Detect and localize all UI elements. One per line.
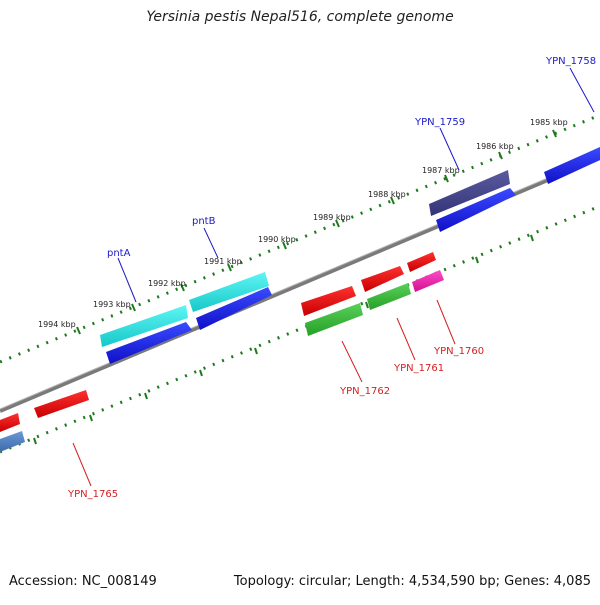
- gene-label-pntb[interactable]: pntB: [192, 216, 216, 227]
- leader-ypn-1759: [439, 127, 460, 171]
- leader-pntb: [203, 227, 219, 259]
- leader-pnta: [117, 257, 137, 303]
- tick-label: 1994 kbp: [38, 320, 76, 329]
- leader-ypn-1765: [72, 442, 92, 487]
- genome-summary: Topology: circular; Length: 4,534,590 bp…: [233, 574, 591, 589]
- tick-label: 1986 kbp: [476, 142, 514, 151]
- inner-tick-ring: [0, 204, 600, 454]
- cds-arrow-left[interactable]: [0, 431, 25, 452]
- cds-arrow-pntb[interactable]: [196, 287, 272, 330]
- gene-labels: YPN_1758 YPN_1759 pntB pntA YPN_1760 YPN…: [67, 56, 596, 500]
- gene-label-ypn-1758[interactable]: YPN_1758: [545, 56, 596, 67]
- cds-arrow-pnta[interactable]: [106, 322, 192, 364]
- gene-label-ypn-1759[interactable]: YPN_1759: [414, 117, 465, 128]
- reverse-gene-track: [0, 252, 444, 432]
- forward-gene-track: [100, 170, 510, 347]
- tick-label: 1991 kbp: [204, 257, 242, 266]
- forward-cds-track: [0, 147, 600, 452]
- gene-arrow-ypn-1759[interactable]: [429, 170, 510, 216]
- cds-arrow-ypn-1760[interactable]: [412, 270, 444, 292]
- leader-ypn-1762: [341, 340, 363, 383]
- leader-ypn-1758: [569, 67, 595, 113]
- cds-arrow-ypn-1761[interactable]: [367, 283, 411, 310]
- tick-label: 1988 kbp: [368, 190, 406, 199]
- tick-label: 1993 kbp: [93, 300, 131, 309]
- cds-arrow-ypn-1758[interactable]: [544, 147, 600, 184]
- tick-label: 1990 kbp: [258, 235, 296, 244]
- cds-arrow-ypn-1759[interactable]: [436, 188, 516, 232]
- gene-label-ypn-1762[interactable]: YPN_1762: [339, 386, 390, 397]
- gene-arrow-ypn-1765[interactable]: [34, 390, 89, 418]
- outer-major-ticks: [76, 129, 557, 335]
- gene-arrow-ypn-1761[interactable]: [361, 266, 404, 292]
- gene-arrow-pntb[interactable]: [189, 272, 269, 312]
- tick-labels: 1985 kbp 1986 kbp 1987 kbp 1988 kbp 1989…: [38, 118, 568, 329]
- leader-ypn-1761: [396, 317, 416, 361]
- gene-label-ypn-1761[interactable]: YPN_1761: [393, 363, 444, 374]
- map-title: Yersinia pestis Nepal516, complete genom…: [146, 9, 454, 25]
- outer-tick-ring: [0, 113, 600, 364]
- gene-arrow-ypn-1760[interactable]: [407, 252, 436, 272]
- gene-label-ypn-1760[interactable]: YPN_1760: [433, 346, 484, 357]
- accession-label: Accession: NC_008149: [9, 574, 157, 589]
- gene-arrow-left-red[interactable]: [0, 413, 20, 432]
- cds-arrow-ypn-1762[interactable]: [305, 303, 363, 336]
- label-leaders: [72, 67, 595, 487]
- leader-ypn-1760: [436, 299, 456, 345]
- gene-label-pnta[interactable]: pntA: [107, 248, 131, 259]
- tick-label: 1989 kbp: [313, 213, 351, 222]
- gene-arrow-pnta[interactable]: [100, 305, 188, 347]
- tick-label: 1985 kbp: [530, 118, 568, 127]
- tick-label: 1987 kbp: [422, 166, 460, 175]
- gene-label-ypn-1765[interactable]: YPN_1765: [67, 489, 118, 500]
- tick-label: 1992 kbp: [148, 279, 186, 288]
- gene-arrow-ypn-1762[interactable]: [301, 286, 356, 316]
